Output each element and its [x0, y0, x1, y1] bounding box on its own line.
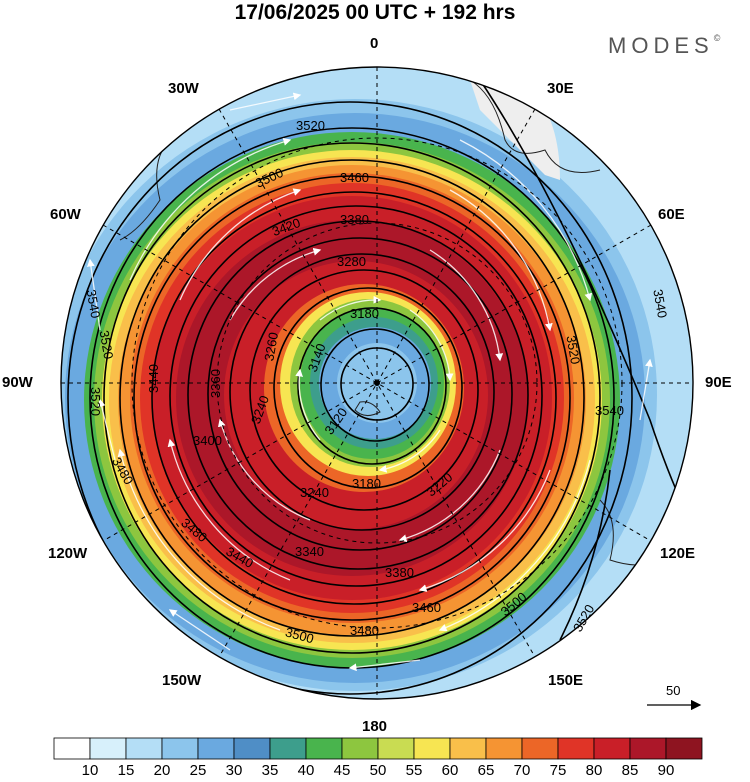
contour-label: 3500: [284, 624, 316, 646]
colorbar-tick-label: 20: [153, 762, 171, 779]
contour-label: 3460: [340, 170, 369, 185]
contour-label: 3380: [340, 212, 369, 227]
colorbar-swatch: [593, 737, 631, 760]
contour-label: 3520: [563, 334, 583, 365]
contour-label: 3540: [84, 288, 104, 319]
lon-label-90e: 90E: [705, 374, 732, 391]
contour-label: 3280: [337, 254, 366, 269]
colorbar-tick-label: 45: [333, 762, 351, 779]
colorbar-tick-label: 10: [81, 762, 99, 779]
lon-label-120e: 120E: [660, 545, 696, 562]
colorbar-swatch: [485, 737, 523, 760]
colorbar-swatch: [449, 737, 487, 760]
colorbar-swatch: [197, 737, 235, 760]
colorbar-tick-label: 70: [513, 762, 531, 779]
lon-label-30w: 30W: [168, 80, 199, 97]
contour-label: 3540: [650, 288, 670, 319]
map-title: 17/06/2025 00 UTC + 192 hrs: [234, 1, 516, 24]
contour-label: 3520: [88, 387, 103, 416]
colorbar-tick-label: 50: [369, 762, 387, 779]
contour-label: 3520: [97, 329, 117, 360]
contour-label: 3540: [595, 403, 624, 418]
modes-logo: MODES©: [608, 33, 720, 59]
lon-label-0: 0: [370, 35, 379, 52]
colorbar-swatch: [125, 737, 163, 760]
colorbar-swatch: [233, 737, 271, 760]
lon-label-30e: 30E: [547, 80, 574, 97]
contour-label: 3440: [146, 364, 161, 393]
lon-label-90w: 90W: [2, 374, 33, 391]
contour-label: 3380: [385, 565, 414, 580]
contour-label: 3180: [352, 476, 381, 491]
colorbar-swatch: [521, 737, 559, 760]
colorbar-swatch: [377, 737, 415, 760]
colorbar-tick-label: 15: [117, 762, 135, 779]
lon-label-150w: 150W: [162, 672, 202, 689]
lon-label-60w: 60W: [50, 206, 81, 223]
colorbar-tick-label: 55: [405, 762, 423, 779]
brand-mark: ©: [713, 33, 721, 43]
colorbar-swatch: [557, 737, 595, 760]
brand-text: MODES: [608, 33, 714, 58]
colorbar-tick-label: 80: [585, 762, 603, 779]
map-boundary: [60, 66, 694, 700]
contour-label: 3180: [350, 306, 379, 321]
contour-label: 3240: [300, 485, 329, 500]
colorbar-tick-label: 30: [225, 762, 243, 779]
colorbar-tick-label: 85: [621, 762, 639, 779]
reference-vector-label: 50: [666, 683, 681, 698]
colorbar-tick-label: 40: [297, 762, 315, 779]
colorbar-swatch: [269, 737, 307, 760]
contour-label: 3460: [412, 600, 441, 615]
colorbar: [53, 737, 703, 760]
contour-label: 3480: [350, 623, 379, 638]
colorbar-tick-label: 25: [189, 762, 207, 779]
contour-label: 3360: [208, 369, 223, 398]
lon-label-150e: 150E: [548, 672, 584, 689]
colorbar-swatch: [161, 737, 199, 760]
contour-label: 3520: [296, 118, 325, 133]
colorbar-tick-label: 35: [261, 762, 279, 779]
colorbar-swatch: [413, 737, 451, 760]
colorbar-tick-label: 75: [549, 762, 567, 779]
colorbar-swatch: [53, 737, 91, 760]
contour-label: 3400: [193, 433, 222, 448]
colorbar-swatch: [305, 737, 343, 760]
colorbar-swatch: [89, 737, 127, 760]
pole-marker: [374, 380, 380, 386]
height-contours: [67, 79, 691, 695]
contour-label: 3260: [261, 331, 281, 362]
lon-label-120w: 120W: [48, 545, 88, 562]
colorbar-swatch: [629, 737, 667, 760]
lon-label-60e: 60E: [658, 206, 685, 223]
colorbar-tick-label: 60: [441, 762, 459, 779]
colorbar-swatch: [665, 737, 703, 760]
contour-label: 3340: [295, 544, 324, 559]
lon-label-180: 180: [362, 718, 388, 735]
colorbar-tick-label: 65: [477, 762, 495, 779]
colorbar-swatch: [341, 737, 379, 760]
wind-streamlines: [87, 92, 653, 672]
colorbar-tick-label: 90: [657, 762, 675, 779]
